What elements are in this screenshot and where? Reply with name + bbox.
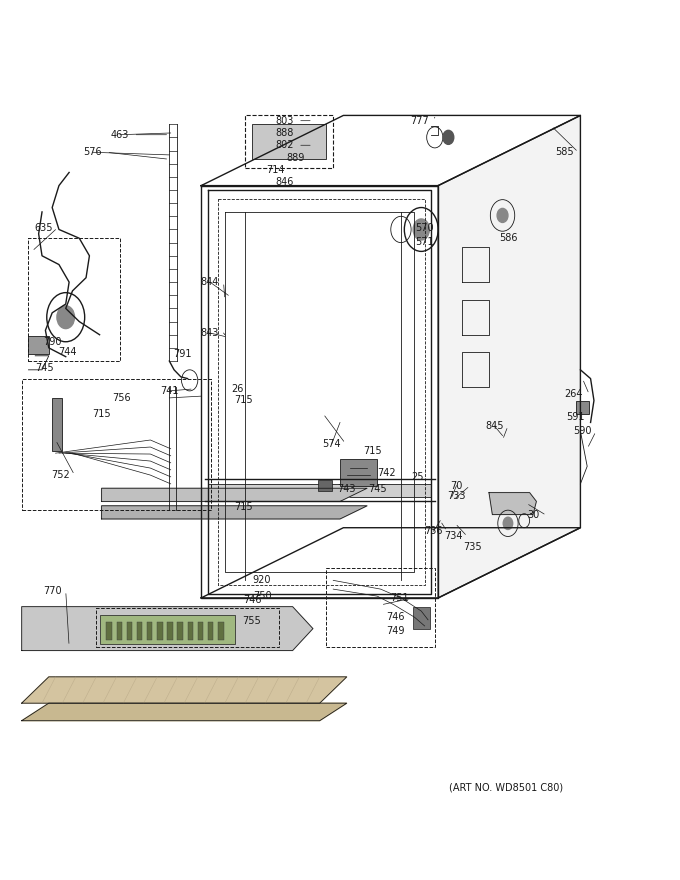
- Bar: [252, 124, 326, 159]
- Text: 843: 843: [201, 328, 219, 338]
- Text: 846: 846: [275, 177, 294, 187]
- Bar: [157, 622, 163, 640]
- Text: 756: 756: [113, 392, 131, 403]
- Text: 743: 743: [337, 484, 356, 495]
- Bar: [576, 400, 589, 414]
- Text: 749: 749: [386, 627, 405, 636]
- Bar: [106, 622, 112, 640]
- Bar: [198, 622, 203, 640]
- Polygon shape: [22, 606, 313, 650]
- Circle shape: [497, 209, 508, 223]
- Bar: [188, 622, 193, 640]
- Text: 751: 751: [390, 593, 409, 603]
- Text: 590: 590: [573, 426, 592, 436]
- Polygon shape: [489, 493, 537, 515]
- Text: 844: 844: [201, 277, 219, 287]
- Text: 714: 714: [267, 165, 285, 175]
- Polygon shape: [101, 506, 367, 519]
- Text: 803: 803: [275, 115, 294, 126]
- Text: 463: 463: [111, 129, 129, 140]
- Polygon shape: [22, 677, 347, 703]
- Text: 264: 264: [564, 389, 583, 400]
- Text: 802: 802: [275, 140, 294, 150]
- Bar: [126, 622, 132, 640]
- Text: 750: 750: [253, 591, 271, 601]
- Text: 791: 791: [173, 349, 192, 359]
- Circle shape: [443, 130, 454, 144]
- Text: (ART NO. WD8501 C80): (ART NO. WD8501 C80): [449, 782, 563, 792]
- Bar: [413, 606, 430, 628]
- Text: 752: 752: [52, 470, 70, 480]
- Text: 888: 888: [275, 128, 294, 138]
- Text: 715: 715: [235, 502, 253, 511]
- Text: 755: 755: [243, 616, 261, 626]
- Text: 889: 889: [287, 152, 305, 163]
- Text: 635: 635: [35, 223, 53, 232]
- Text: 777: 777: [411, 115, 429, 126]
- Text: 26: 26: [231, 385, 243, 394]
- Text: 574: 574: [322, 438, 341, 449]
- Bar: [340, 459, 377, 486]
- Text: 591: 591: [566, 412, 585, 422]
- Bar: [218, 622, 224, 640]
- Circle shape: [413, 219, 429, 240]
- Text: 715: 715: [235, 394, 253, 405]
- Text: 770: 770: [43, 586, 61, 596]
- Text: 920: 920: [253, 576, 271, 585]
- Text: 576: 576: [84, 147, 102, 158]
- Bar: [177, 622, 183, 640]
- Text: 570: 570: [415, 223, 434, 232]
- Text: 70: 70: [450, 480, 462, 491]
- Text: 742: 742: [377, 468, 395, 479]
- Bar: [137, 622, 142, 640]
- Text: 733: 733: [447, 491, 466, 501]
- Text: 746: 746: [243, 595, 261, 605]
- Bar: [52, 398, 63, 451]
- Text: 734: 734: [445, 532, 463, 541]
- Bar: [116, 622, 122, 640]
- Bar: [99, 615, 235, 643]
- Text: 741: 741: [160, 385, 179, 396]
- Bar: [208, 484, 431, 497]
- Text: 745: 745: [368, 484, 386, 495]
- Text: 736: 736: [424, 526, 443, 536]
- Bar: [167, 622, 173, 640]
- Text: 715: 715: [92, 408, 111, 419]
- Text: 845: 845: [485, 421, 504, 431]
- Polygon shape: [22, 703, 347, 721]
- Text: 746: 746: [386, 612, 405, 622]
- Text: 585: 585: [556, 147, 574, 158]
- Text: 745: 745: [35, 363, 53, 373]
- Text: 571: 571: [415, 237, 434, 246]
- Circle shape: [57, 305, 75, 328]
- Text: 735: 735: [463, 542, 481, 552]
- Text: 790: 790: [43, 337, 61, 347]
- Bar: [147, 622, 152, 640]
- Polygon shape: [438, 115, 581, 598]
- Bar: [29, 336, 49, 354]
- Text: 715: 715: [363, 445, 381, 456]
- Bar: [208, 622, 214, 640]
- Text: 25: 25: [411, 472, 424, 482]
- Text: 30: 30: [527, 510, 539, 520]
- Polygon shape: [101, 488, 367, 502]
- Text: 744: 744: [58, 348, 77, 357]
- Text: 586: 586: [498, 233, 517, 243]
- Circle shape: [503, 517, 513, 530]
- Bar: [318, 480, 332, 491]
